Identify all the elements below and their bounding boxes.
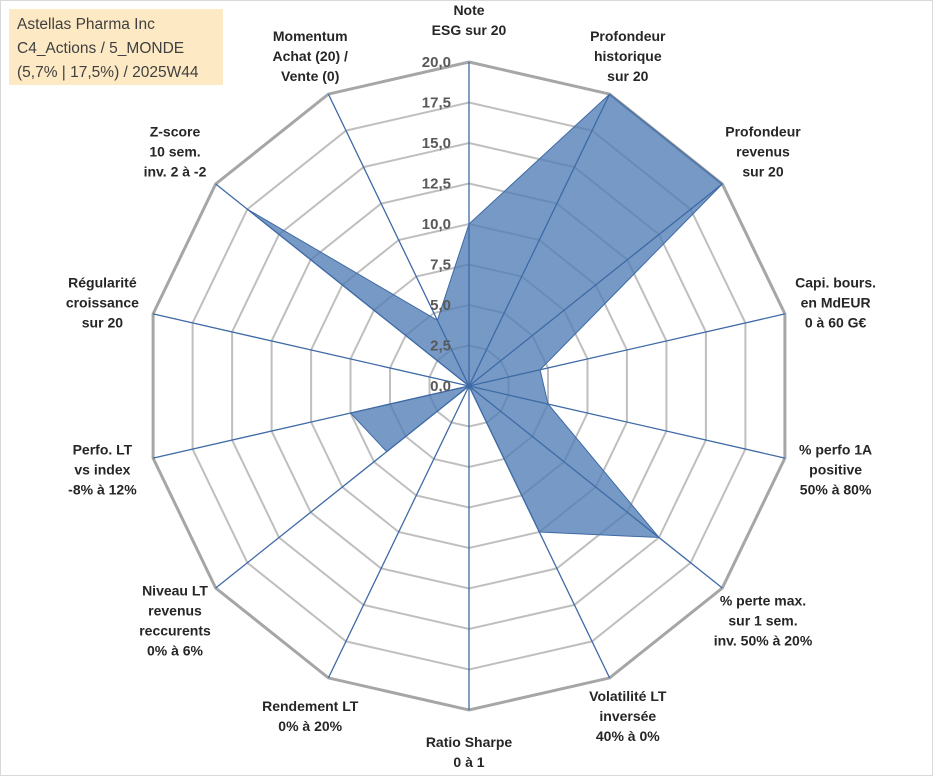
title-range-week: (5,7% | 17,5%) / 2025W44 — [17, 64, 199, 81]
axis-label-4-line-2: 50% à 80% — [800, 482, 872, 498]
axis-label-2-line-0: Profondeur — [725, 124, 801, 140]
axis-label-0-line-1: ESG sur 20 — [432, 22, 507, 38]
axis-spoke-13 — [327, 93, 470, 387]
axis-label-3-line-0: Capi. bours. — [795, 274, 876, 290]
tick-label-0: 0,0 — [430, 378, 451, 395]
tick-label-3: 7,5 — [430, 257, 451, 274]
axis-label-9: Niveau LT revenus reccurents 0% à 6% — [139, 582, 211, 658]
axis-label-10-line-2: -8% à 12% — [68, 482, 137, 498]
axis-label-5-line-1: sur 1 sem. — [728, 612, 797, 628]
axis-label-12-line-1: 10 sem. — [149, 144, 200, 160]
tick-label-6: 15,0 — [422, 135, 451, 152]
axis-label-9-line-0: Niveau LT — [142, 582, 208, 598]
axis-label-1-line-2: sur 20 — [607, 68, 648, 84]
axis-label-2-line-1: revenus — [736, 144, 790, 160]
tick-label-2: 5,0 — [430, 297, 451, 314]
axis-label-2-line-2: sur 20 — [742, 164, 783, 180]
axis-label-13-line-0: Momentum — [273, 28, 348, 44]
tick-label-4: 10,0 — [422, 216, 451, 233]
axis-label-4: % perfo 1A positive 50% à 80% — [799, 442, 872, 498]
axis-label-6-line-2: 40% à 0% — [596, 728, 660, 744]
axis-label-5-line-0: % perte max. — [720, 592, 806, 608]
axis-spoke-3 — [468, 313, 786, 387]
axis-spoke-4 — [468, 385, 786, 459]
axis-label-7-line-1: 0 à 1 — [453, 754, 484, 770]
title-portfolio: C4_Actions / 5_MONDE — [17, 40, 185, 57]
axis-label-7: Ratio Sharpe 0 à 1 — [426, 734, 513, 770]
axis-label-6: Volatilité LT inversée 40% à 0% — [589, 688, 667, 744]
axis-label-5-line-2: inv. 50% à 20% — [714, 632, 813, 648]
axis-spoke-10 — [152, 385, 470, 459]
axis-label-12-line-2: inv. 2 à -2 — [144, 164, 207, 180]
axis-label-8-line-0: Rendement LT — [262, 698, 359, 714]
axis-label-4-line-1: positive — [809, 462, 862, 478]
axis-label-2: Profondeur revenus sur 20 — [725, 124, 801, 180]
axis-label-1-line-1: historique — [594, 48, 662, 64]
tick-label-8: 20,0 — [422, 54, 451, 71]
axis-spoke-8 — [327, 385, 470, 679]
axis-spoke-2 — [468, 183, 723, 387]
axis-spokes — [152, 62, 786, 710]
series-area — [247, 93, 724, 539]
axis-label-10-line-0: Perfo. LT — [73, 442, 133, 458]
axis-label-13: Momentum Achat (20) / Vente (0) — [272, 28, 348, 84]
axis-spoke-9 — [215, 385, 470, 589]
axis-label-3: Capi. bours. en MdEUR 0 à 60 G€ — [795, 274, 876, 330]
tick-label-1: 2,5 — [430, 338, 451, 355]
tick-label-7: 17,5 — [422, 95, 451, 112]
axis-label-5: % perte max. sur 1 sem. inv. 50% à 20% — [714, 592, 813, 648]
axis-label-3-line-2: 0 à 60 G€ — [805, 314, 867, 330]
axis-label-10: Perfo. LT vs index -8% à 12% — [68, 442, 137, 498]
title-company: Astellas Pharma Inc — [17, 16, 155, 33]
axis-label-9-line-2: reccurents — [139, 622, 211, 638]
axis-label-11-line-2: sur 20 — [82, 314, 123, 330]
axis-label-13-line-1: Achat (20) / — [272, 48, 348, 64]
axis-spoke-5 — [468, 385, 723, 589]
axis-label-6-line-0: Volatilité LT — [589, 688, 667, 704]
axis-label-8: Rendement LT 0% à 20% — [262, 698, 359, 734]
axis-label-4-line-0: % perfo 1A — [799, 442, 872, 458]
axis-label-0: Note ESG sur 20 — [432, 2, 507, 38]
axis-label-9-line-3: 0% à 6% — [147, 642, 204, 658]
axis-spoke-1 — [468, 93, 611, 387]
axis-labels: Note ESG sur 20 Profondeur historique sur 20… — [66, 2, 876, 770]
axis-label-11: Régularité croissance sur 20 — [66, 274, 139, 330]
axis-label-1: Profondeur historique sur 20 — [590, 28, 666, 84]
chart-title-box: Astellas Pharma Inc C4_Actions / 5_MONDE… — [9, 9, 223, 85]
axis-label-12: Z-score 10 sem. inv. 2 à -2 — [144, 124, 207, 180]
axis-label-11-line-1: croissance — [66, 294, 139, 310]
axis-label-1-line-0: Profondeur — [590, 28, 666, 44]
axis-label-7-line-0: Ratio Sharpe — [426, 734, 513, 750]
radial-tick-labels: 0,0 2,5 5,0 7,5 10,0 12,5 15,0 17,5 20,0 — [422, 54, 451, 395]
axis-label-8-line-1: 0% à 20% — [278, 718, 342, 734]
series-polygon-0 — [247, 93, 724, 539]
axis-label-12-line-0: Z-score — [150, 124, 201, 140]
axis-label-3-line-1: en MdEUR — [801, 294, 871, 310]
axis-label-10-line-1: vs index — [74, 462, 130, 478]
axis-spoke-11 — [152, 313, 470, 387]
axis-label-13-line-2: Vente (0) — [281, 68, 339, 84]
axis-label-0-line-0: Note — [453, 2, 484, 18]
tick-label-5: 12,5 — [422, 176, 451, 193]
axis-label-6-line-1: inversée — [599, 708, 656, 724]
axis-label-9-line-1: revenus — [148, 602, 202, 618]
axis-spoke-6 — [468, 385, 611, 679]
axis-spoke-12 — [215, 183, 470, 387]
axis-label-11-line-0: Régularité — [68, 274, 137, 290]
